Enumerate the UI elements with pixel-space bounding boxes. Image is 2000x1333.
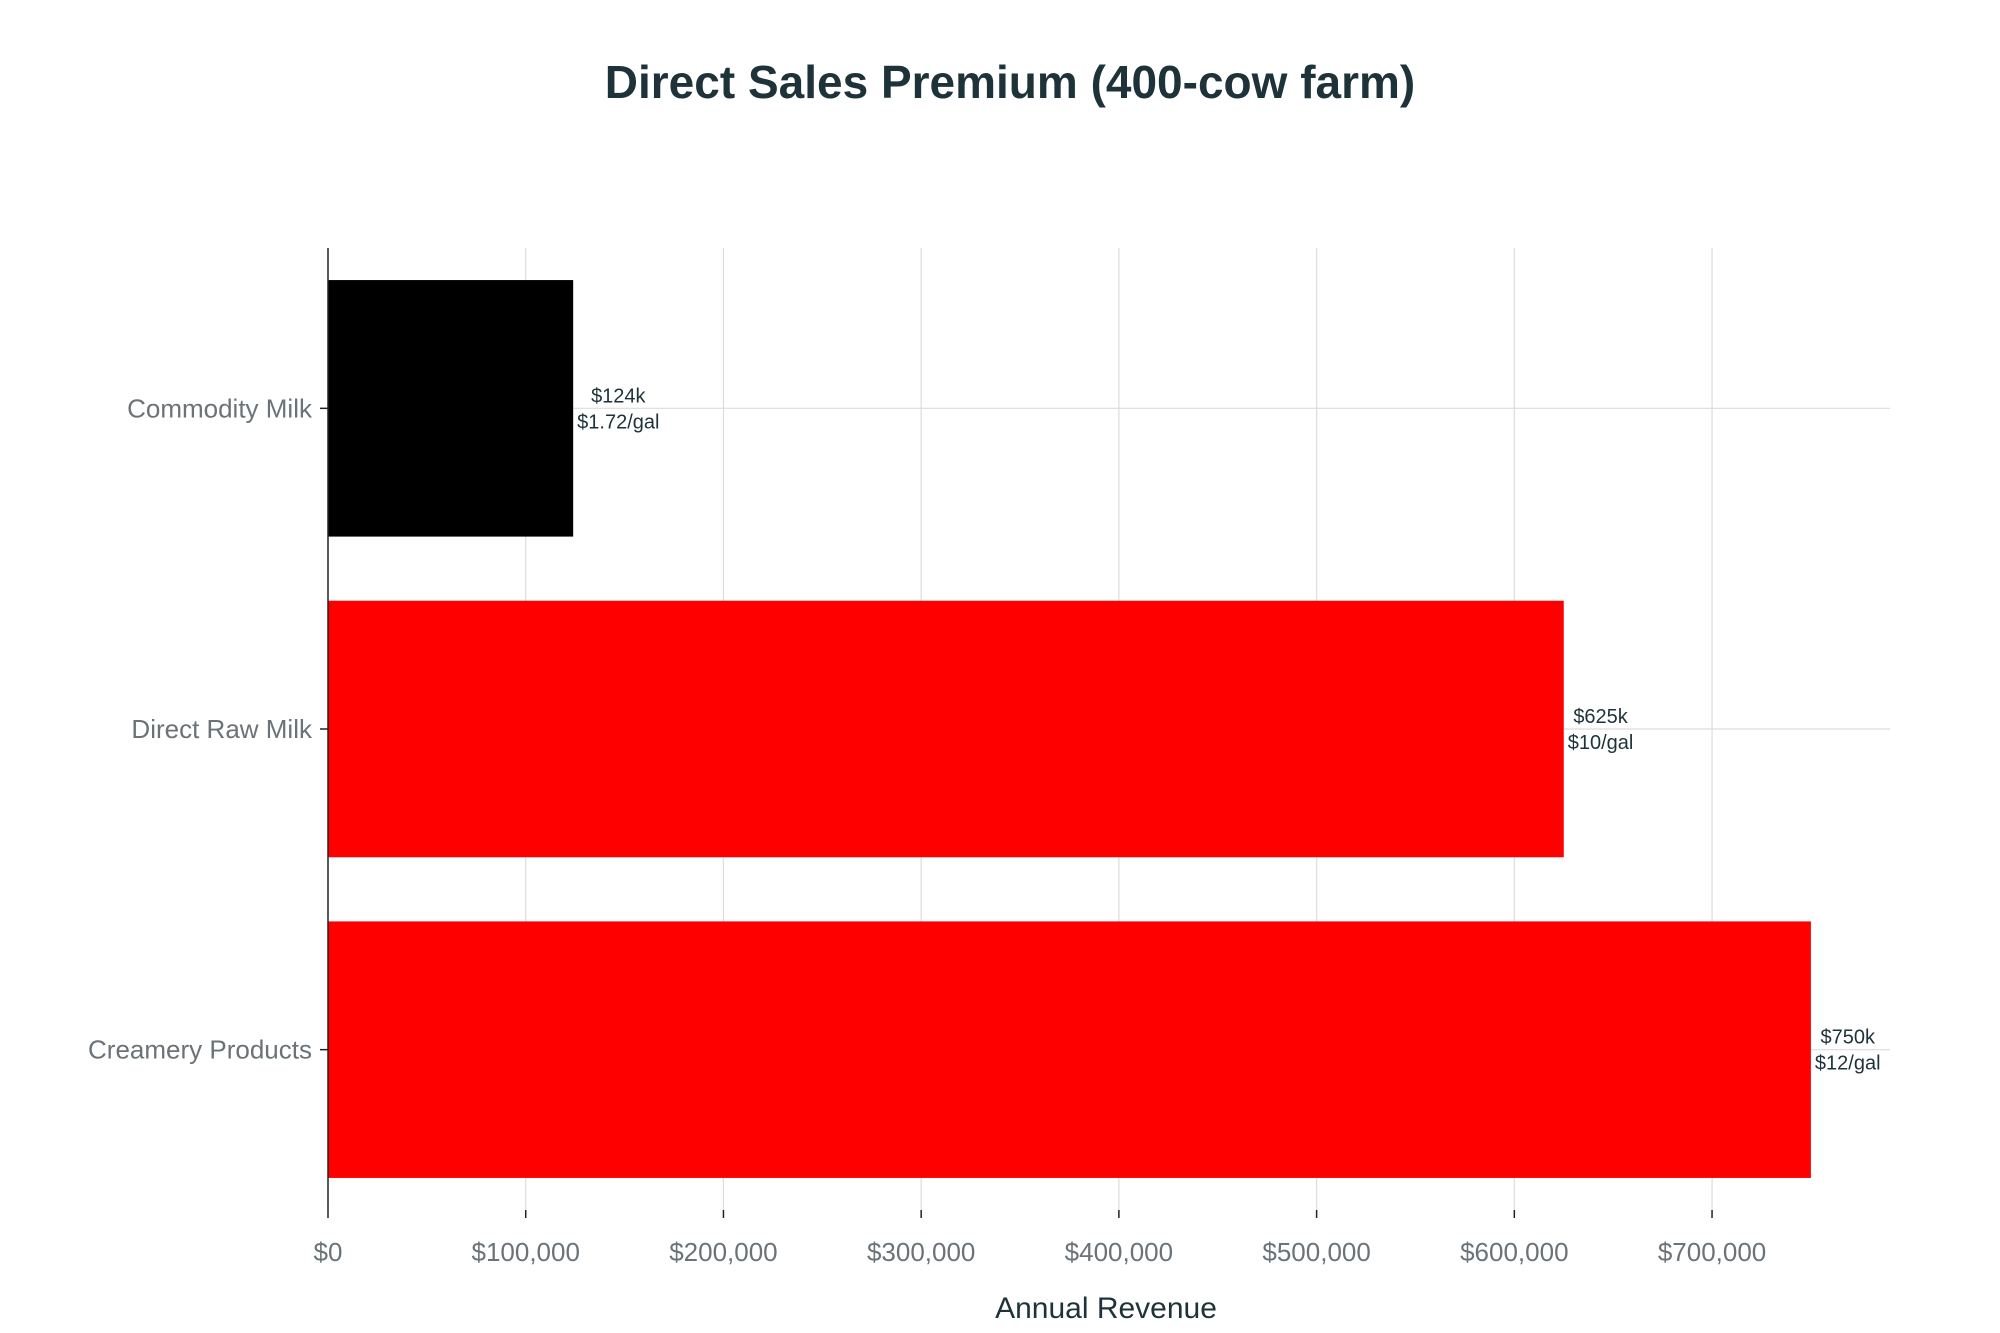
category-label: Creamery Products	[88, 1035, 312, 1065]
x-tick-label: $400,000	[1065, 1237, 1173, 1267]
x-tick-label: $300,000	[867, 1237, 975, 1267]
data-label: $1.72/gal	[577, 411, 659, 433]
x-tick-label: $200,000	[669, 1237, 777, 1267]
chart-title: Direct Sales Premium (400-cow farm)	[605, 56, 1415, 108]
data-label: $750k	[1820, 1027, 1875, 1049]
x-tick-label: $500,000	[1262, 1237, 1370, 1267]
y-axis: Commodity Milk Direct Raw Milk Creamery Pr…	[88, 248, 329, 1210]
x-axis-title: Annual Revenue	[995, 1292, 1217, 1325]
bar	[328, 600, 1564, 858]
bar	[328, 280, 574, 537]
bar	[328, 921, 1811, 1178]
data-label: $625k	[1573, 706, 1628, 728]
bars-layer	[328, 280, 1811, 1178]
data-label: $10/gal	[1568, 732, 1634, 754]
category-label: Direct Raw Milk	[131, 714, 313, 744]
category-label: Commodity Milk	[127, 393, 313, 423]
x-axis: $0 $100,000 $200,000 $300,000 $400,000 $500,0…	[314, 1210, 1766, 1267]
data-label: $124k	[591, 385, 646, 407]
x-tick-label: $600,000	[1460, 1237, 1568, 1267]
x-tick-label: $0	[314, 1237, 343, 1267]
data-label: $12/gal	[1815, 1053, 1881, 1075]
x-tick-label: $700,000	[1658, 1237, 1766, 1267]
data-labels-layer: $124k $1.72/gal $625k $10/gal $750k $12/gal	[577, 385, 1880, 1074]
x-tick-label: $100,000	[471, 1237, 579, 1267]
